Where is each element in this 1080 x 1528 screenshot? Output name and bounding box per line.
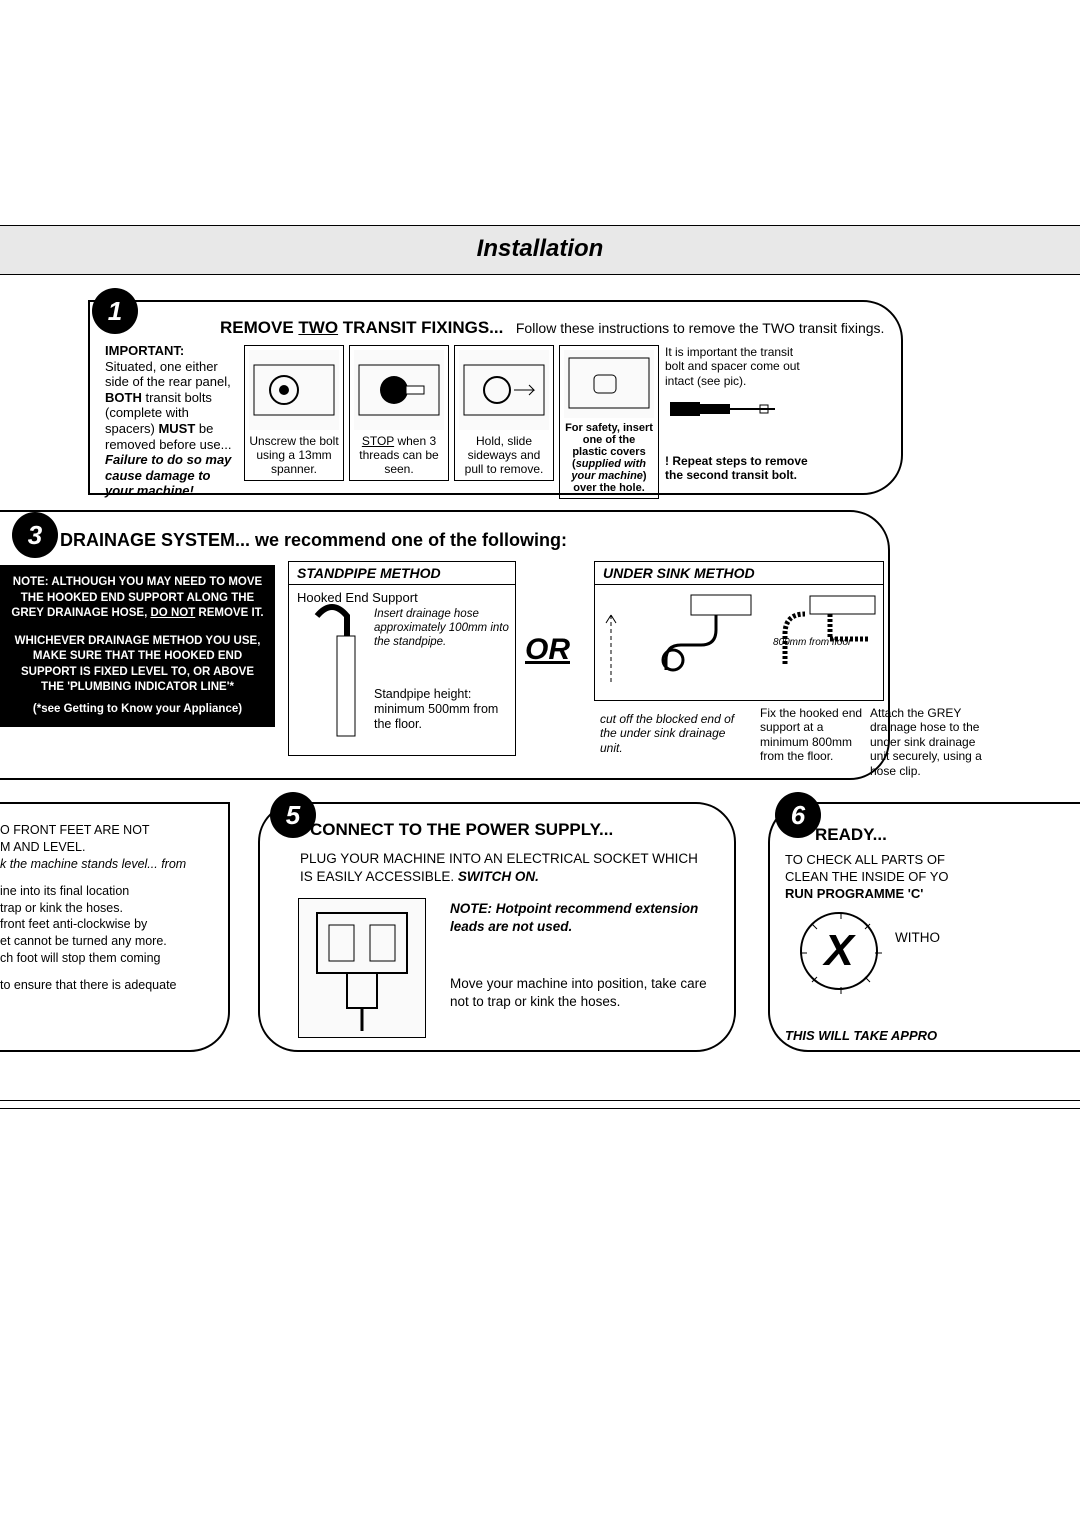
step5-body: PLUG YOUR MACHINE INTO AN ELECTRICAL SOC… [300, 850, 700, 886]
transit-cover-icon [564, 350, 654, 418]
or-label: OR [525, 633, 570, 667]
dist-note: 800mm from floor [773, 637, 851, 648]
step1-col1: Unscrew the bolt using a 13mm spanner. [244, 345, 344, 481]
step6-bubble: 6 [775, 792, 821, 838]
step1-col3: Hold, slide sideways and pull to remove. [454, 345, 554, 481]
transit-unscrew-icon [249, 350, 339, 430]
text: TRANSIT FIXINGS... [338, 318, 503, 337]
step1-important: IMPORTANT: Situated, one either side of … [105, 343, 240, 499]
method-heading: STANDPIPE METHOD [289, 562, 515, 585]
step5-title: CONNECT TO THE POWER SUPPLY... [310, 820, 613, 840]
important-warning: Failure to do so may cause damage to you… [105, 452, 231, 498]
caption: Hold, slide sideways and pull to remove. [465, 434, 544, 476]
step1-col4: For safety, insert one of the plastic co… [559, 345, 659, 499]
text: trap or kink the hoses. [0, 901, 123, 915]
separator-line [0, 1100, 1080, 1101]
insert-note: Insert drainage hose approximately 100mm… [374, 608, 509, 649]
bolt-spacer-icon [665, 394, 805, 427]
text: RUN PROGRAMME 'C' [785, 886, 923, 901]
transit-pull-icon [459, 350, 549, 430]
text: CLEAN THE INSIDE OF YO [785, 869, 949, 884]
text: front feet anti-clockwise by [0, 917, 147, 931]
step3-note-block: NOTE: ALTHOUGH YOU MAY NEED TO MOVE THE … [0, 565, 275, 727]
text: WHICHEVER DRAINAGE METHOD YOU USE, MAKE … [15, 635, 261, 694]
step1-bubble: 1 [92, 288, 138, 334]
page-title: Installation [0, 235, 1080, 263]
step4-fragment-text: O FRONT FEET ARE NOT M AND LEVEL. k the … [0, 822, 225, 994]
text: SWITCH ON. [458, 869, 539, 884]
step6-body: TO CHECK ALL PARTS OF CLEAN THE INSIDE O… [785, 852, 965, 903]
step5-note: NOTE: Hotpoint recommend extension leads… [450, 900, 710, 935]
text: ch foot will stop them coming [0, 951, 161, 965]
fix-note: Fix the hooked end support at a minimum … [760, 706, 865, 764]
step6-footer: THIS WILL TAKE APPRO [785, 1028, 937, 1043]
method-heading: UNDER SINK METHOD [595, 562, 883, 585]
attach-note: Attach the GREY drainage hose to the und… [870, 706, 985, 778]
step1-repeat-note: ! Repeat steps to remove the second tran… [665, 454, 810, 483]
text: O FRONT FEET ARE NOT [0, 823, 150, 837]
step3-title: DRAINAGE SYSTEM... we recommend one of t… [60, 530, 567, 551]
height-note: Standpipe height: minimum 500mm from the… [374, 687, 509, 732]
transit-stop-icon [354, 350, 444, 430]
step5-bubble: 5 [270, 792, 316, 838]
plug-socket-icon [298, 898, 426, 1038]
text: M AND LEVEL. [0, 840, 85, 854]
text: REMOVE IT. [195, 607, 263, 619]
standpipe-method: STANDPIPE METHOD Hooked End Support Inse… [288, 561, 516, 756]
step5-move: Move your machine into position, take ca… [450, 975, 710, 1010]
step6-title: READY... [815, 825, 887, 845]
text: It is important the transit bolt and spa… [665, 345, 800, 388]
programme-dial-icon: X [800, 912, 878, 990]
step1-subtitle: Follow these instructions to remove the … [516, 320, 885, 336]
caption: STOP [362, 434, 394, 448]
step3-bubble: 3 [12, 512, 58, 558]
text: REMOVE [220, 318, 298, 337]
text: (*see Getting to Know your Appliance) [33, 703, 242, 715]
standpipe-icon [297, 596, 367, 746]
step1-col2: STOP when 3 threads can be seen. [349, 345, 449, 481]
step6-without: WITHO [895, 930, 940, 945]
caption: Unscrew the bolt using a 13mm spanner. [249, 434, 338, 476]
text: k the machine stands level... from [0, 857, 186, 871]
step1-title: REMOVE TWO TRANSIT FIXINGS... Follow the… [220, 318, 884, 338]
cut-note: cut off the blocked end of the under sin… [600, 712, 745, 755]
separator-line [0, 1108, 1080, 1109]
important-heading: IMPORTANT: [105, 343, 184, 358]
text: TWO [298, 318, 338, 337]
undersink-diagram-icon [601, 590, 761, 695]
text: ine into its final location [0, 884, 129, 898]
undersink-method: UNDER SINK METHOD 800mm from floor [594, 561, 884, 701]
step1-right-note: It is important the transit bolt and spa… [665, 345, 805, 428]
text: et cannot be turned any more. [0, 934, 167, 948]
text: to ensure that there is adequate [0, 978, 177, 992]
text: DO NOT [151, 607, 196, 619]
text: TO CHECK ALL PARTS OF [785, 852, 945, 867]
